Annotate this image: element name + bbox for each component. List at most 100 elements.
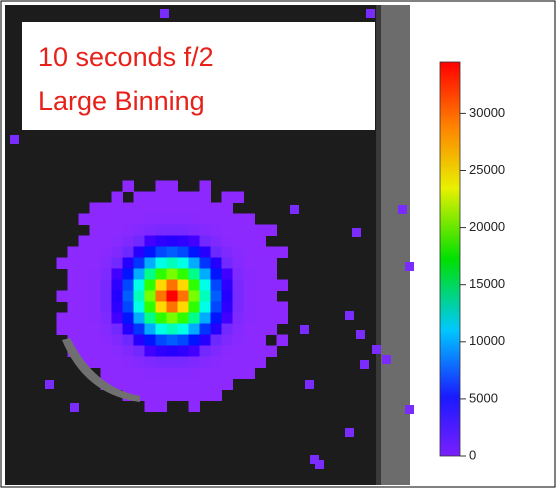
heat-pixel [123, 357, 135, 369]
heat-pixel [255, 236, 267, 248]
heat-pixel [112, 357, 124, 369]
heat-pixel [200, 192, 212, 204]
stray-pixel [160, 9, 169, 18]
heat-pixel [211, 335, 223, 347]
heat-pixel [200, 269, 212, 281]
stray-pixel [405, 262, 414, 271]
heat-pixel [134, 269, 146, 281]
heat-pixel [200, 357, 212, 369]
heat-pixel [156, 258, 168, 270]
heat-pixel [178, 280, 190, 292]
heat-pixel [145, 302, 157, 314]
heat-pixel [211, 291, 223, 303]
heat-pixel [233, 357, 245, 369]
heat-pixel [134, 346, 146, 358]
heat-pixel [68, 302, 80, 314]
heat-pixel [79, 324, 91, 336]
heat-pixel [222, 302, 234, 314]
heat-pixel [189, 357, 201, 369]
heat-pixel [222, 357, 234, 369]
heat-pixel [90, 335, 102, 347]
heat-pixel [90, 214, 102, 226]
heat-pixel [156, 368, 168, 380]
heat-pixel [211, 236, 223, 248]
heat-pixel [101, 214, 113, 226]
heat-pixel [112, 269, 124, 281]
heat-pixel [156, 280, 168, 292]
heat-pixel [189, 258, 201, 270]
heat-pixel [222, 203, 234, 215]
heat-pixel [167, 368, 179, 380]
heat-pixel [211, 368, 223, 380]
heat-pixel [255, 258, 267, 270]
heat-pixel [222, 247, 234, 259]
heat-pixel [200, 280, 212, 292]
heat-pixel [178, 291, 190, 303]
stray-pixel [10, 135, 19, 144]
heat-pixel [167, 269, 179, 281]
heat-pixel [79, 247, 91, 259]
heat-pixel [189, 368, 201, 380]
heat-pixel [277, 302, 289, 314]
heat-pixel [222, 258, 234, 270]
heat-pixel [112, 192, 124, 204]
heat-pixel [145, 335, 157, 347]
stray-pixel [345, 428, 354, 437]
heat-pixel [189, 346, 201, 358]
heat-pixel [167, 214, 179, 226]
heat-pixel [123, 346, 135, 358]
heat-pixel [156, 313, 168, 325]
heat-pixel [156, 192, 168, 204]
heat-pixel [200, 368, 212, 380]
heat-pixel [233, 346, 245, 358]
heat-pixel [233, 291, 245, 303]
heat-pixel [255, 247, 267, 259]
heat-pixel [200, 214, 212, 226]
heat-pixel [134, 203, 146, 215]
heat-pixel [211, 302, 223, 314]
heat-pixel [222, 346, 234, 358]
heat-pixel [123, 225, 135, 237]
heat-pixel [189, 313, 201, 325]
heat-pixel [189, 236, 201, 248]
heat-pixel [167, 346, 179, 358]
heat-pixel [79, 291, 91, 303]
heat-pixel [244, 357, 256, 369]
heat-pixel [255, 302, 267, 314]
heat-pixel [255, 357, 267, 369]
heat-pixel [101, 280, 113, 292]
heat-pixel [112, 346, 124, 358]
heat-pixel [266, 302, 278, 314]
heat-pixel [266, 280, 278, 292]
heat-pixel [178, 236, 190, 248]
heat-pixel [156, 302, 168, 314]
heat-pixel [79, 346, 91, 358]
heat-pixel [233, 247, 245, 259]
heat-pixel [123, 236, 135, 248]
heat-pixel [167, 225, 179, 237]
stray-pixel [372, 345, 381, 354]
heat-pixel [112, 203, 124, 215]
heat-pixel [255, 346, 267, 358]
heat-pixel [200, 203, 212, 215]
heat-pixel [200, 236, 212, 248]
heat-pixel [134, 379, 146, 391]
heat-pixel [200, 181, 212, 193]
heat-pixel [123, 247, 135, 259]
heat-pixel [68, 258, 80, 270]
heat-pixel [156, 291, 168, 303]
heat-pixel [156, 181, 168, 193]
heat-pixel [156, 379, 168, 391]
heat-pixel [145, 379, 157, 391]
heat-pixel [222, 225, 234, 237]
heat-pixel [112, 247, 124, 259]
colorbar-tick-label: 5000 [469, 390, 498, 405]
heat-pixel [200, 324, 212, 336]
heat-pixel [123, 291, 135, 303]
image-edge-shadow [376, 5, 381, 485]
heat-pixel [90, 291, 102, 303]
heat-pixel [156, 357, 168, 369]
colorbar-tick-label: 30000 [469, 105, 505, 120]
heat-pixel [112, 324, 124, 336]
heat-pixel [178, 346, 190, 358]
